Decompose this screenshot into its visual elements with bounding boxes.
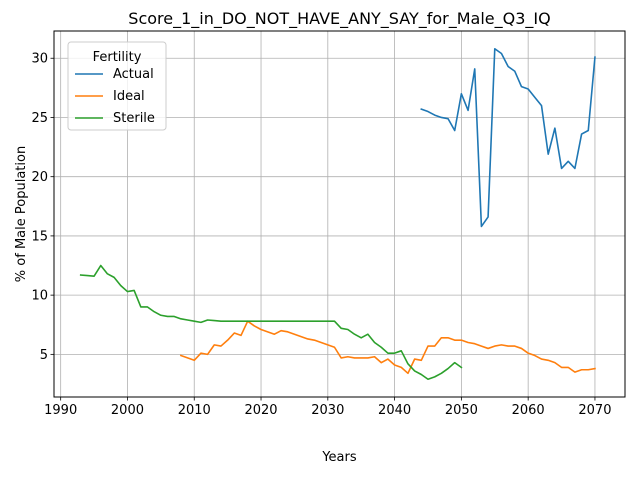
chart-title: Score_1_in_DO_NOT_HAVE_ANY_SAY_for_Male_… <box>128 9 550 29</box>
y-axis-label: % of Male Population <box>14 146 29 282</box>
x-tick-label: 2050 <box>445 403 478 418</box>
series-group <box>79 47 596 381</box>
axes-frame <box>53 30 626 398</box>
series-line-sterile <box>79 264 463 381</box>
x-tick-label: 2070 <box>578 403 611 418</box>
y-tick-label: 30 <box>31 52 48 67</box>
x-tick-label: 1990 <box>44 403 77 418</box>
x-tick-label: 2030 <box>311 403 344 418</box>
series-line-actual <box>420 47 596 228</box>
x-tick-label: 2060 <box>512 403 545 418</box>
x-tick-label: 2000 <box>111 403 144 418</box>
y-tick-label: 25 <box>31 111 48 126</box>
ticks: 1990 2000 2010 2020 2030 2040 2050 2060 20705101… <box>31 52 611 418</box>
legend-box <box>67 41 167 131</box>
y-tick-label: 15 <box>31 229 48 244</box>
y-tick-label: 20 <box>31 170 48 185</box>
legend-items: Actual Ideal Sterile <box>75 67 155 126</box>
legend-label-actual: Actual <box>113 67 154 82</box>
legend-label-sterile: Sterile <box>113 111 155 126</box>
legend: Fertility Actual Ideal Sterile <box>67 41 167 131</box>
x-tick-label: 2040 <box>378 403 411 418</box>
series-line-ideal <box>179 320 596 375</box>
y-tick-label: 10 <box>31 289 48 304</box>
legend-label-ideal: Ideal <box>113 89 145 104</box>
x-axis-label: Years <box>321 450 357 465</box>
y-tick-label: 5 <box>40 348 48 363</box>
x-tick-label: 2010 <box>178 403 211 418</box>
x-tick-label: 2020 <box>244 403 277 418</box>
legend-title: Fertility <box>93 50 142 65</box>
